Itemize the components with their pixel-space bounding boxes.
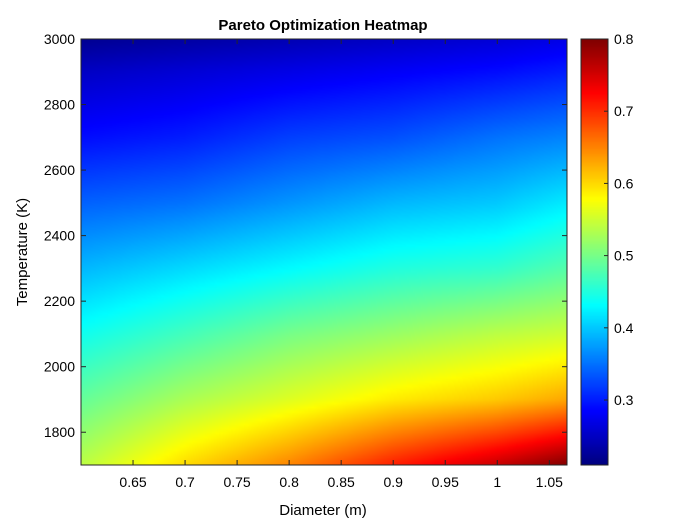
x-axis-ticks: 0.65 0.7 0.75 0.8 0.85 0.9 0.95 1 1.05 [119, 39, 563, 490]
y-tick-label: 2600 [44, 162, 75, 178]
y-tick-label: 1800 [44, 424, 75, 440]
colorbar-frame [580, 38, 609, 466]
heatmap-surface [81, 39, 567, 465]
y-axis-label: Temperature (K) [14, 198, 31, 306]
y-tick-label: 2400 [44, 228, 75, 244]
colorbar-tick-label: 0.3 [614, 392, 634, 408]
colorbar: 0.3 0.4 0.5 0.6 0.7 0.8 [580, 31, 634, 466]
chart-title: Pareto Optimization Heatmap [218, 17, 427, 34]
x-tick-label: 0.9 [383, 474, 403, 490]
x-tick-label: 0.85 [328, 474, 355, 490]
colorbar-tick-label: 0.7 [614, 103, 634, 119]
plot-area: 0.65 0.7 0.75 0.8 0.85 0.9 0.95 1 1.05 1800 2000 2… [44, 31, 568, 490]
colorbar-tick-label: 0.8 [614, 31, 634, 47]
y-tick-label: 2800 [44, 97, 75, 113]
colorbar-gradient [581, 39, 608, 465]
plot-frame [80, 38, 568, 466]
colorbar-tick-label: 0.6 [614, 175, 634, 191]
y-axis-ticks: 1800 2000 2200 2400 2600 2800 3000 [44, 31, 567, 440]
x-tick-label: 1.05 [536, 474, 563, 490]
x-axis-label: Diameter (m) [279, 502, 367, 519]
y-tick-label: 3000 [44, 31, 75, 47]
y-tick-label: 2200 [44, 293, 75, 309]
x-tick-label: 0.65 [119, 474, 146, 490]
x-tick-label: 1 [493, 474, 501, 490]
colorbar-tick-label: 0.4 [614, 320, 634, 336]
x-tick-label: 0.75 [223, 474, 250, 490]
x-tick-label: 0.7 [175, 474, 195, 490]
colorbar-ticks: 0.3 0.4 0.5 0.6 0.7 0.8 [604, 31, 634, 408]
y-tick-label: 2000 [44, 359, 75, 375]
colorbar-tick-label: 0.5 [614, 248, 634, 264]
x-tick-label: 0.95 [432, 474, 459, 490]
x-tick-label: 0.8 [279, 474, 299, 490]
